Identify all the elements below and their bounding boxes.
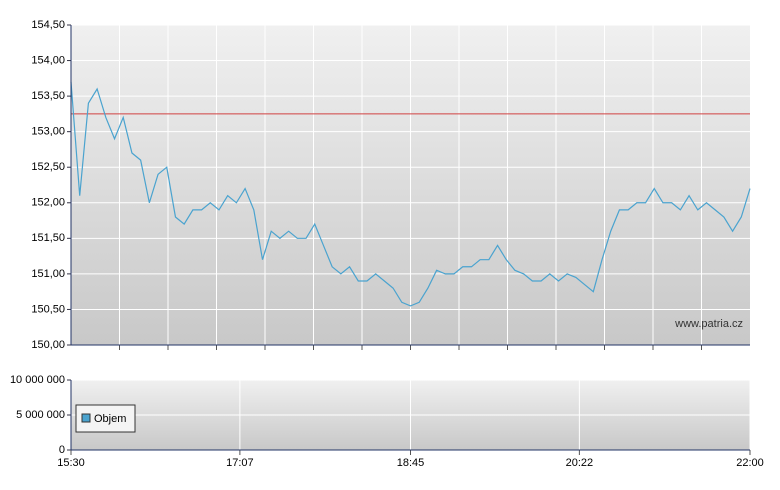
y-tick-label: 150,50	[31, 303, 65, 315]
y2-tick-label: 0	[59, 444, 65, 456]
y-tick-label: 150,00	[31, 339, 65, 351]
y-tick-label: 152,50	[31, 161, 65, 173]
legend-swatch	[81, 413, 91, 423]
x-tick-label: 15:30	[57, 457, 85, 469]
y2-tick-label: 10 000 000	[10, 374, 65, 386]
x-tick-label: 22:00	[736, 457, 764, 469]
y-tick-label: 153,00	[31, 126, 65, 138]
legend-label: Objem	[94, 413, 126, 425]
y-tick-label: 151,50	[31, 232, 65, 244]
watermark: www.patria.cz	[674, 318, 743, 330]
x-tick-label: 18:45	[397, 457, 425, 469]
y-tick-label: 153,50	[31, 90, 65, 102]
x-tick-label: 17:07	[226, 457, 254, 469]
price-line	[70, 81, 751, 307]
x-tick-label: 20:22	[566, 457, 594, 469]
y-tick-label: 152,00	[31, 197, 65, 209]
y2-tick-label: 5 000 000	[16, 409, 65, 421]
y-tick-label: 151,00	[31, 268, 65, 280]
y-tick-label: 154,00	[31, 54, 65, 66]
y-tick-label: 154,50	[31, 19, 65, 31]
